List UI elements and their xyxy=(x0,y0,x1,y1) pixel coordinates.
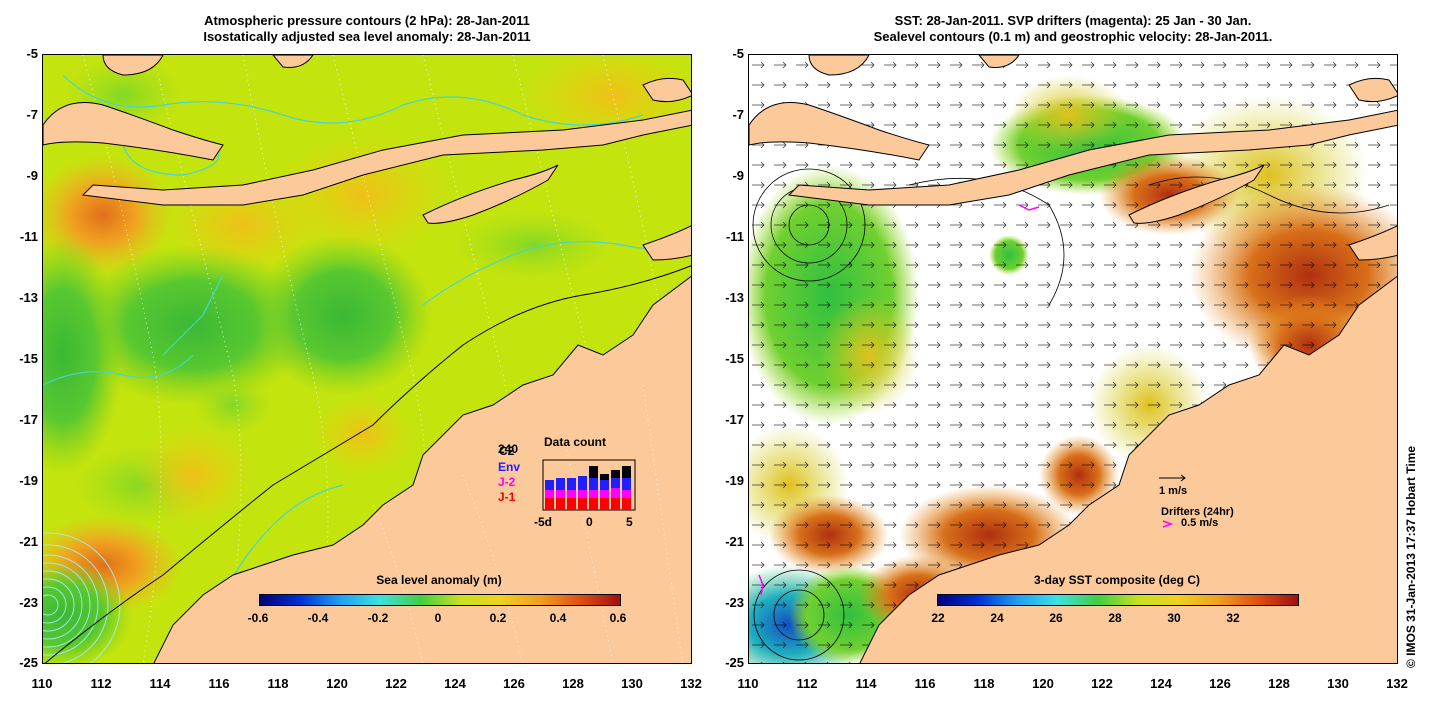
sst-map: 1 m/s Drifters (24hr) 0.5 m/s 3-day SST … xyxy=(748,54,1398,664)
inset-legend-env: Env xyxy=(498,460,521,474)
drifter-legend-title: Drifters (24hr) xyxy=(1161,506,1234,518)
right-ytick: -9 xyxy=(732,168,744,183)
left-ytick: -17 xyxy=(19,412,38,427)
left-cbar-tick: 0.6 xyxy=(609,611,627,625)
inset-legend-c2-label: C2 xyxy=(499,444,515,458)
left-xtick: 132 xyxy=(680,676,702,691)
left-cbar-tick: 0 xyxy=(434,611,442,625)
right-ytick: -23 xyxy=(725,595,744,610)
left-xtick: 122 xyxy=(385,676,407,691)
left-cbar-tick: 0.4 xyxy=(549,611,567,625)
inset-title: Data count xyxy=(544,435,607,449)
right-colorbar-title: 3-day SST composite (deg C) xyxy=(1033,573,1201,587)
drifter-legend-value: 0.5 m/s xyxy=(1181,517,1219,529)
right-xtick: 110 xyxy=(737,676,759,691)
inset-legend-j2: J-2 xyxy=(498,475,516,489)
right-cbar-tick: 30 xyxy=(1167,611,1181,625)
data-count-bars xyxy=(542,459,636,511)
left-ytick: -11 xyxy=(19,229,38,244)
right-ytick: -21 xyxy=(725,534,744,549)
left-xtick: 124 xyxy=(444,676,466,691)
inset-xtick-0: 0 xyxy=(586,515,593,529)
left-cbar-tick: -0.2 xyxy=(367,611,389,625)
drifter-scale-arrow xyxy=(1162,520,1174,528)
right-cbar-tick: 26 xyxy=(1049,611,1063,625)
left-map-title: Atmospheric pressure contours (2 hPa): 2… xyxy=(42,13,692,45)
left-xtick: 116 xyxy=(208,676,230,691)
left-ytick: -15 xyxy=(19,351,38,366)
left-title-line1: Atmospheric pressure contours (2 hPa): 2… xyxy=(204,13,530,28)
sea-level-colorbar xyxy=(259,594,621,606)
right-xtick: 114 xyxy=(855,676,877,691)
left-xtick: 126 xyxy=(503,676,525,691)
left-ytick: -19 xyxy=(19,473,38,488)
left-ytick: -7 xyxy=(26,107,38,122)
velocity-legend: 1 m/s xyxy=(1159,485,1188,497)
right-xtick: 118 xyxy=(973,676,995,691)
left-xtick: 114 xyxy=(149,676,171,691)
right-xtick: 116 xyxy=(914,676,936,691)
inset-legend-overlap: 240 xyxy=(498,442,519,456)
sst-plot xyxy=(749,55,1397,663)
left-xtick: 128 xyxy=(562,676,584,691)
right-xtick: 112 xyxy=(796,676,818,691)
left-cbar-tick: 0.2 xyxy=(489,611,507,625)
right-cbar-tick: 24 xyxy=(990,611,1004,625)
right-cbar-tick: 32 xyxy=(1226,611,1240,625)
right-xtick: 132 xyxy=(1386,676,1408,691)
left-ytick: -25 xyxy=(19,655,38,670)
data-count-inset: Data count 240 C2 Env J-2 J-1 -5d 0 5 xyxy=(498,430,648,540)
right-cbar-tick: 22 xyxy=(931,611,945,625)
right-title-line2: Sealevel contours (0.1 m) and geostrophi… xyxy=(873,29,1273,44)
right-xtick: 130 xyxy=(1327,676,1349,691)
left-xtick: 112 xyxy=(90,676,112,691)
inset-xtick-5: 5 xyxy=(626,515,633,529)
right-ytick: -25 xyxy=(725,655,744,670)
right-xtick: 128 xyxy=(1268,676,1290,691)
left-ytick: -13 xyxy=(19,290,38,305)
right-ytick: -13 xyxy=(725,290,744,305)
left-xtick: 130 xyxy=(621,676,643,691)
right-ytick: -15 xyxy=(725,351,744,366)
left-colorbar-title: Sea level anomaly (m) xyxy=(376,573,502,587)
left-ytick: -9 xyxy=(26,168,38,183)
inset-legend-j1: J-1 xyxy=(498,490,516,504)
left-ytick: -5 xyxy=(26,46,38,61)
left-cbar-tick: -0.6 xyxy=(247,611,269,625)
sea-level-anomaly-map: Data count 240 C2 Env J-2 J-1 -5d 0 5 Se… xyxy=(42,54,692,664)
right-xtick: 124 xyxy=(1150,676,1172,691)
sea-level-anomaly-plot xyxy=(43,55,691,663)
right-title-line1: SST: 28-Jan-2011. SVP drifters (magenta)… xyxy=(894,13,1252,28)
right-ytick: -17 xyxy=(725,412,744,427)
right-map-title: SST: 28-Jan-2011. SVP drifters (magenta)… xyxy=(748,13,1398,45)
left-ytick: -23 xyxy=(19,595,38,610)
right-ytick: -11 xyxy=(725,229,744,244)
left-title-line2: Isostatically adjusted sea level anomaly… xyxy=(203,29,531,44)
left-ytick: -21 xyxy=(19,534,38,549)
inset-xtick-minus5: -5d xyxy=(534,515,552,529)
left-xtick: 110 xyxy=(31,676,53,691)
left-cbar-tick: -0.4 xyxy=(307,611,329,625)
right-xtick: 122 xyxy=(1091,676,1113,691)
right-ytick: -5 xyxy=(732,46,744,61)
right-xtick: 120 xyxy=(1032,676,1054,691)
left-xtick: 118 xyxy=(267,676,289,691)
right-cbar-tick: 28 xyxy=(1108,611,1122,625)
right-ytick: -19 xyxy=(725,473,744,488)
sst-colorbar xyxy=(937,594,1299,606)
imos-credit: © IMOS 31-Jan-2013 17:37 Hobart Time xyxy=(1404,445,1418,668)
right-ytick: -7 xyxy=(732,107,744,122)
left-xtick: 120 xyxy=(326,676,348,691)
velocity-scale-arrow xyxy=(1159,474,1186,482)
right-xtick: 126 xyxy=(1209,676,1231,691)
